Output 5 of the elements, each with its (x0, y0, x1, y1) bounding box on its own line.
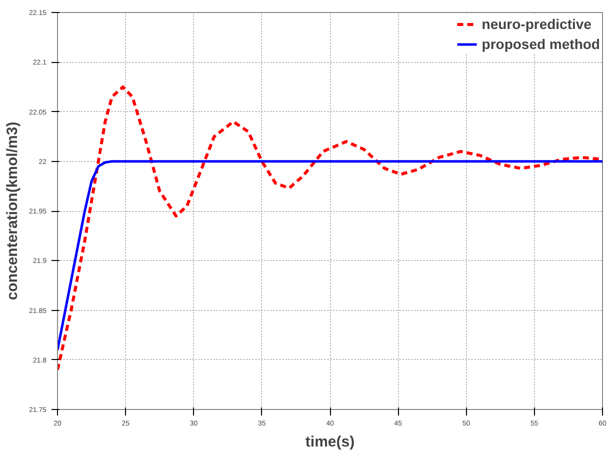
legend-label: proposed method (482, 36, 600, 52)
legend-label: neuro-predictive (482, 16, 592, 32)
line-series (58, 160, 602, 352)
x-axis-title: time(s) (305, 434, 355, 450)
y-axis-title: concenteration(kmol/m3) (4, 122, 21, 300)
